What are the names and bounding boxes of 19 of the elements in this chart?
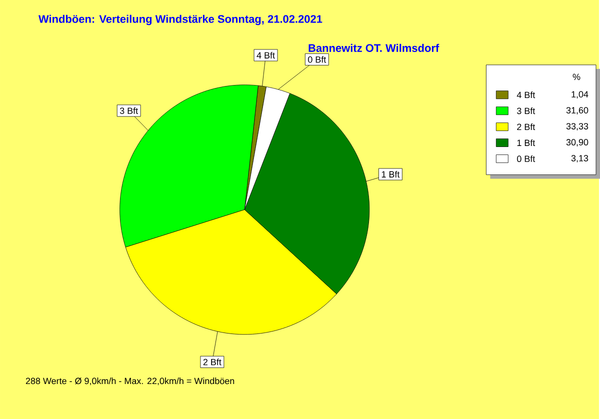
- data-label: 30,90: [566, 138, 588, 146]
- chart-title: Windböen: Verteilung Windstärke Sonntag, 21.02.2021: [38, 14, 322, 25]
- chart-subtitle: Bannewitz OT. Wilmsdorf: [308, 44, 440, 52]
- legend-label: 2 Bft: [517, 123, 536, 130]
- legend-title: %: [572, 74, 580, 80]
- slice-label: 3 Bft: [120, 107, 138, 114]
- data-label: 33,33: [566, 122, 588, 130]
- slice-label: 4 Bft: [256, 52, 275, 58]
- legend-label: 1 Bft: [517, 139, 536, 146]
- slice-label: 1 Bft: [382, 170, 400, 178]
- data-label: 1,04: [572, 90, 588, 98]
- legend-label: 0 Bft: [517, 155, 536, 162]
- legend-label: 4 Bft: [516, 91, 536, 98]
- legend-label: 3 Bft: [517, 107, 536, 114]
- text: 288 Werte - Ø 9,0km/h - Max. 22,0km/h = Windböen: [26, 377, 234, 386]
- data-label: 3,13: [571, 154, 588, 162]
- slice-label: 2 Bft: [203, 358, 222, 366]
- slice-label: 0 Bft: [308, 56, 326, 63]
- data-label: 31,60: [566, 106, 588, 114]
